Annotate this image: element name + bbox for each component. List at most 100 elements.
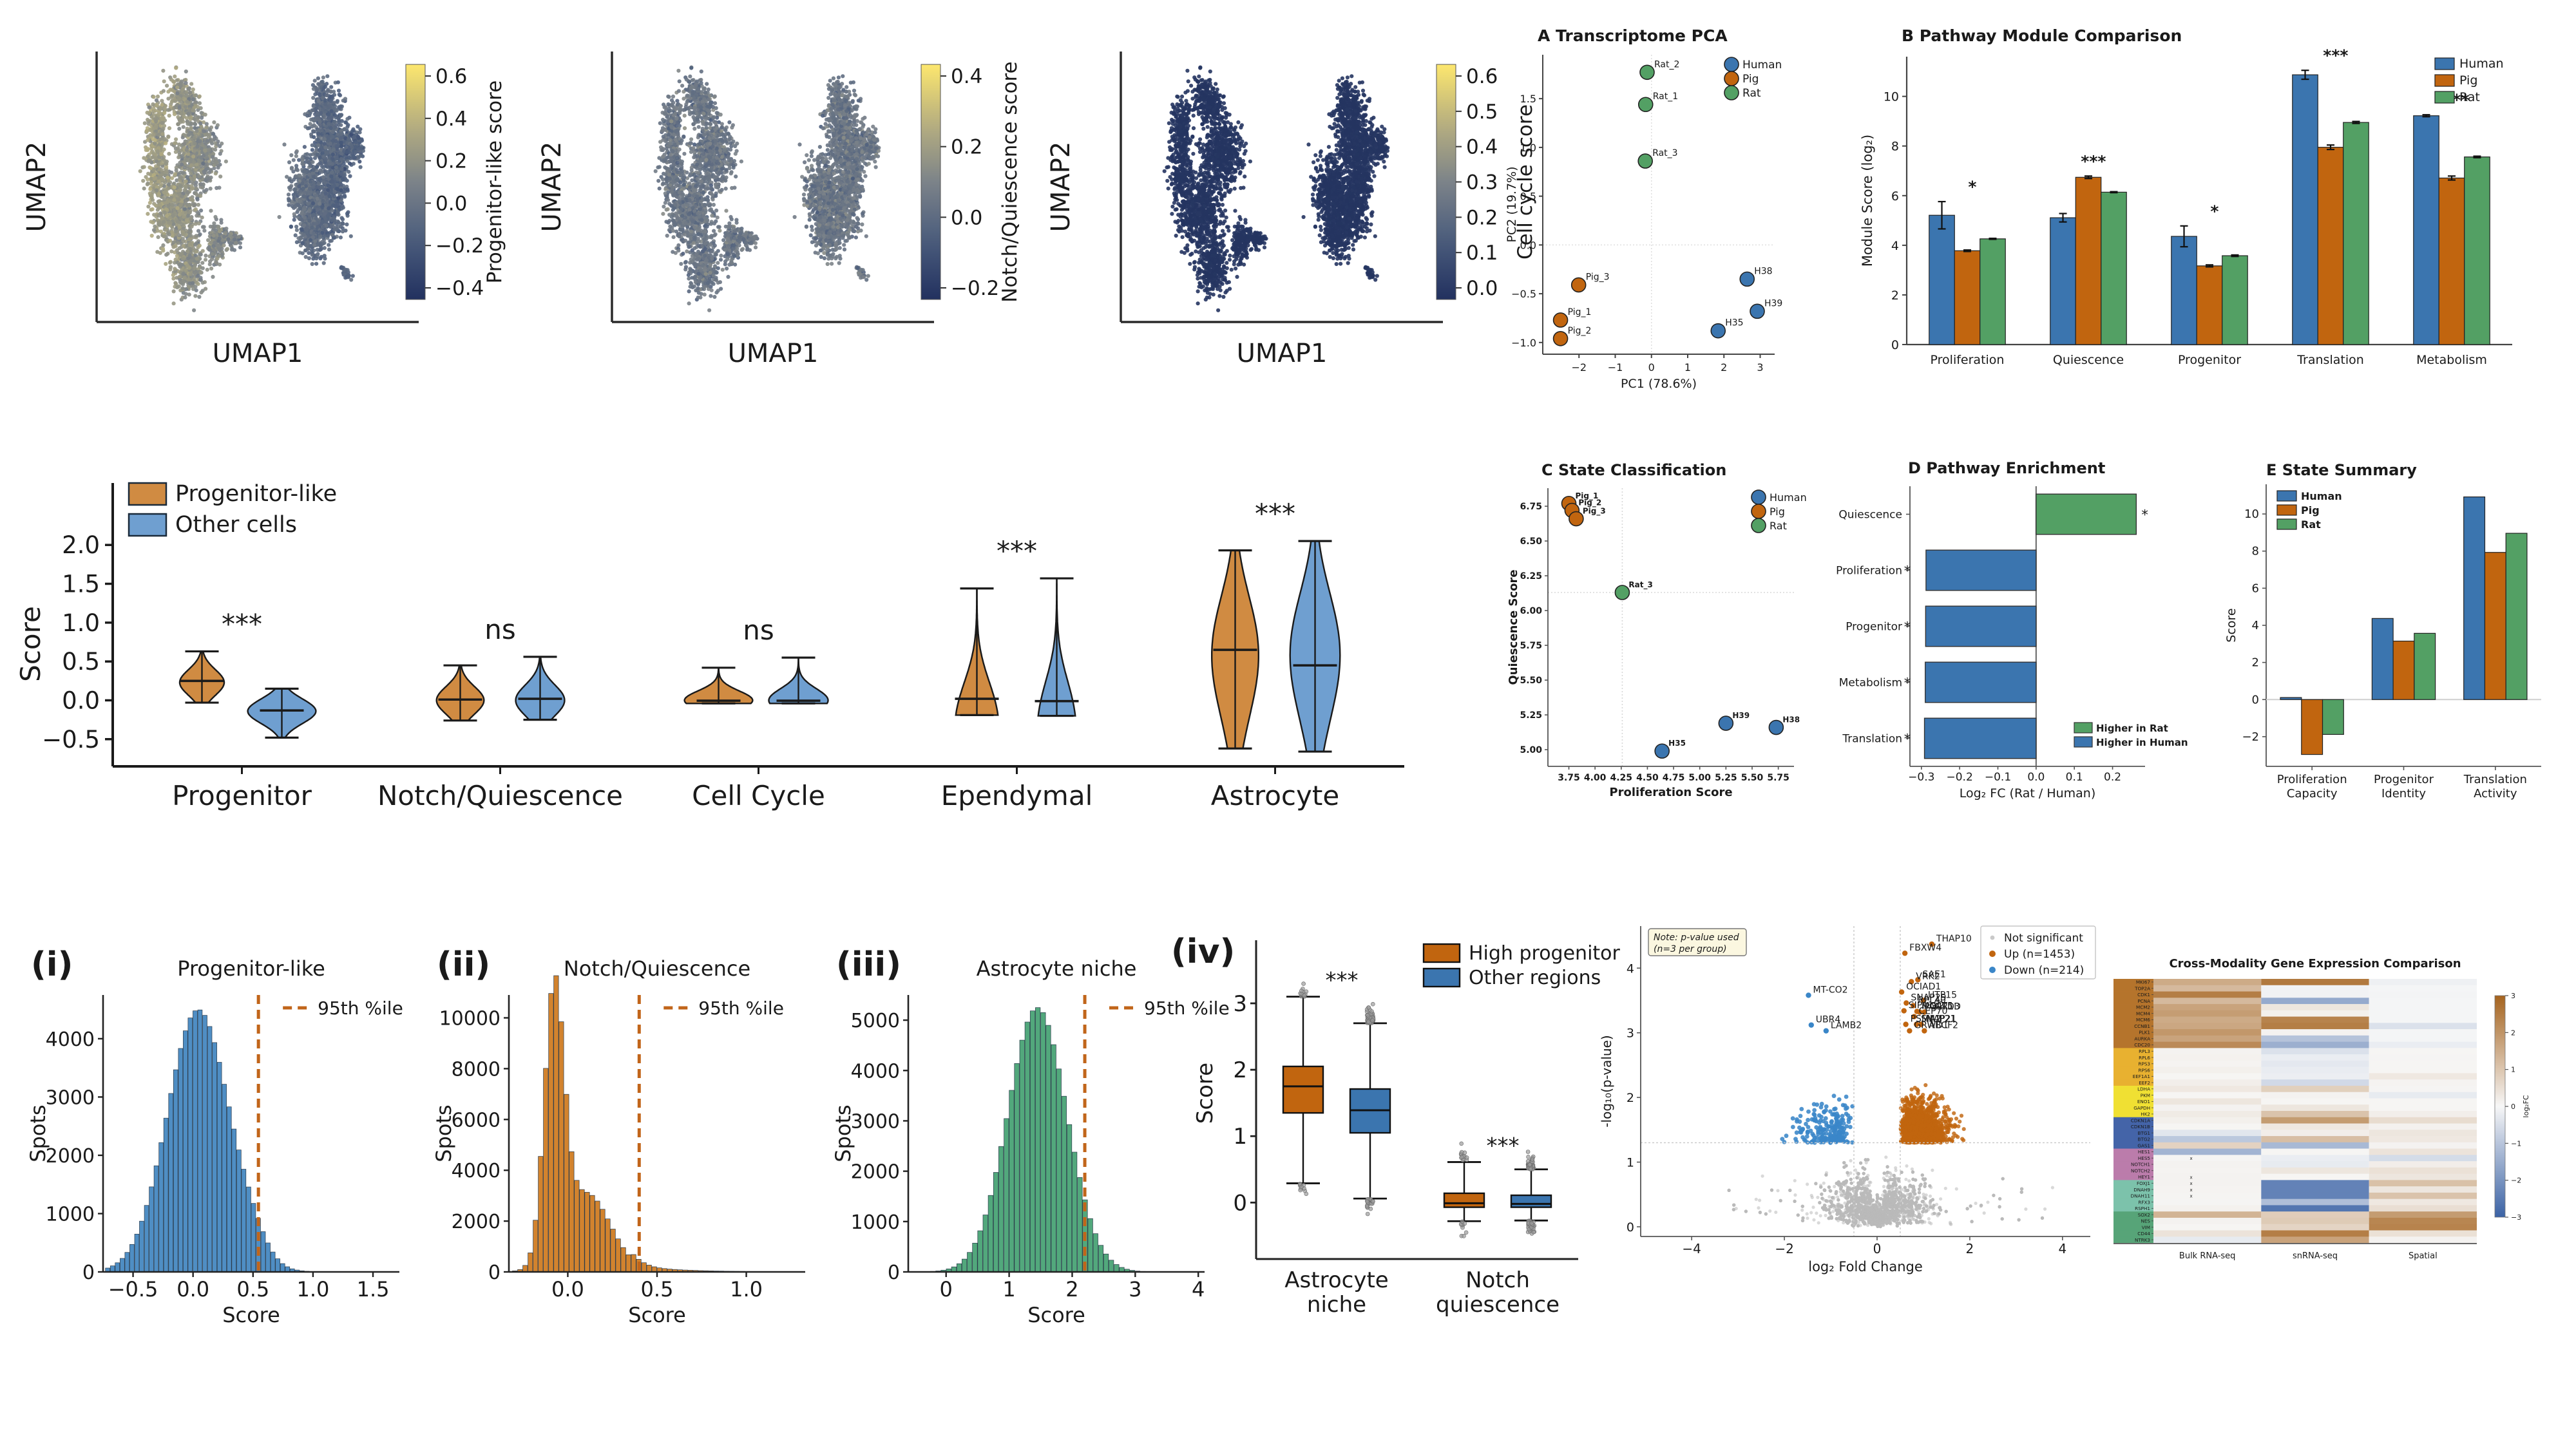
- volcano-legend-label: Not significant: [2004, 932, 2083, 945]
- violin-significance: ***: [997, 535, 1037, 567]
- heatmap-cell: [2261, 1092, 2369, 1099]
- heatmap-cell: [2369, 1142, 2477, 1149]
- panel-c-xtick: 3.75: [1558, 773, 1580, 783]
- volcano-legend-label: Down (n=214): [2004, 964, 2084, 977]
- panel-a-xtick: 3: [1757, 361, 1763, 374]
- panel-e-bar: [2371, 618, 2394, 700]
- heatmap-cell: [2261, 1211, 2369, 1218]
- volcano-note-box: [1648, 928, 1747, 956]
- panel-b-ytick: 10: [1884, 90, 1899, 104]
- volcano-ytick: 2: [1627, 1091, 1634, 1105]
- panel-c-point-label: H35: [1668, 739, 1686, 748]
- panel-b-bar: [2171, 236, 2197, 345]
- hist-bar: [569, 1151, 575, 1273]
- heatmap-cell: [2153, 1186, 2262, 1193]
- panel-c-title: C State Classification: [1541, 461, 1726, 479]
- hist-bar: [207, 1026, 213, 1273]
- panel-b-bar: [2438, 177, 2465, 345]
- heatmap-cell: [2261, 1230, 2369, 1237]
- panel-d-significance: *: [1904, 732, 1911, 747]
- hist-bar: [646, 1265, 652, 1273]
- heatmap-cell: [2369, 1117, 2477, 1124]
- volcano-labeled-point: [1910, 1003, 1916, 1009]
- heatmap-cell: [2153, 1236, 2262, 1244]
- panel-e-legend-swatch: [2276, 518, 2297, 530]
- heatmap-row-label: RPS6: [2139, 1067, 2151, 1073]
- panel-c-svg: C State Classification 3.75 4.00 4.25 4.50 4.…: [1507, 461, 1807, 799]
- heatmap-cell: [2369, 1148, 2477, 1155]
- hist-threshold-label: 95th %ile: [318, 998, 403, 1019]
- panel-b-ytick: 4: [1891, 239, 1899, 253]
- panel-iv-ylabel: Score: [1192, 1063, 1218, 1124]
- panel-a-xtick: −2: [1571, 361, 1587, 374]
- panel-a-legend-label: Pig: [1742, 73, 1759, 86]
- hist-title: Astrocyte niche: [977, 956, 1137, 981]
- panel-e-bar: [2414, 632, 2436, 700]
- panel-iv-outlier: [1301, 981, 1306, 986]
- panel-a-ytick: 0.5: [1520, 191, 1536, 203]
- umap-ylabel: UMAP2: [1046, 142, 1076, 232]
- panel-iv-xtick: niche: [1307, 1292, 1366, 1318]
- volcano-gene-label: MT-CO2: [1813, 985, 1847, 995]
- panel-d-significance: *: [1904, 564, 1911, 579]
- panel-a-point-label: Pig_3: [1586, 272, 1610, 282]
- panel-a-point-label: Rat_1: [1653, 91, 1678, 102]
- hist-bar: [1009, 1090, 1015, 1273]
- hist-bar: [270, 1251, 276, 1273]
- volcano-labeled-point: [1823, 1028, 1829, 1034]
- hist-bar: [139, 1220, 144, 1273]
- heatmap-cell: [2369, 1010, 2477, 1017]
- heatmap-row-label: FOXJ1: [2137, 1180, 2150, 1186]
- heatmap-cell: [2261, 1023, 2369, 1030]
- hist-bar: [967, 1252, 973, 1273]
- volcano-gene-label: OCIAD1: [1906, 981, 1941, 992]
- panel-e-legend-label: Human: [2301, 490, 2342, 502]
- hist-bar: [553, 975, 559, 1273]
- heatmap-row-label: CDK1: [2137, 992, 2150, 998]
- panel-iv-significance: ***: [1487, 1133, 1520, 1159]
- heatmap-cell: [2369, 1060, 2477, 1068]
- hist-bar: [548, 993, 554, 1273]
- heatmap-cell: [2153, 1224, 2262, 1231]
- hist-panel-letter: (ii): [437, 945, 490, 984]
- hist-title: Progenitor-like: [177, 956, 325, 981]
- violin-ytick: 0.5: [62, 648, 100, 676]
- hist-bar: [987, 1195, 993, 1273]
- heatmap-group-strip: [2113, 1180, 2153, 1187]
- umap-scatter: [1162, 65, 1390, 312]
- hist-xtick: 1.0: [296, 1277, 329, 1302]
- panel-a-legend-swatch: [1724, 57, 1739, 72]
- hist-panel-letter: (iii): [836, 945, 901, 984]
- volcano-labeled-point: [1907, 1028, 1913, 1034]
- panel-e-xtick: Activity: [2474, 787, 2517, 800]
- heatmap-group-strip: [2113, 991, 2153, 998]
- umap-colorbar-tick: 0.2: [1466, 206, 1498, 229]
- panel-d-xtick: −0.3: [1908, 771, 1934, 784]
- volcano-gene-label: ANTD3: [1929, 1002, 1960, 1012]
- volcano-labeled-point: [1909, 979, 1914, 985]
- heatmap-cell: [2261, 1066, 2369, 1074]
- hist-bar: [1040, 1012, 1046, 1273]
- heatmap-cell: [2153, 1155, 2262, 1162]
- volcano-labeled-point: [1916, 1009, 1923, 1015]
- heatmap-cell: [2261, 1010, 2369, 1017]
- panel-iv-outlier: [1364, 1198, 1369, 1204]
- heatmap-cell: [2369, 998, 2477, 1005]
- heatmap-row-label: BTG2: [2138, 1137, 2150, 1142]
- heatmap-colorbar-tick: 0: [2511, 1103, 2515, 1111]
- hist-xtick: 2: [1065, 1277, 1078, 1302]
- panel-iv-outlier: [1459, 1150, 1464, 1155]
- panel-iv-outlier: [1369, 1009, 1374, 1014]
- panel-a-point-label: Pig_2: [1568, 326, 1592, 336]
- panel-iv-letter: (iv): [1171, 933, 1235, 971]
- hist-bar: [187, 1018, 193, 1273]
- heatmap-cell: [2369, 1167, 2477, 1175]
- hist-bar: [558, 1021, 564, 1273]
- hist-ytick: 2000: [46, 1145, 95, 1168]
- heatmap-masked-marker: x: [2190, 1156, 2192, 1161]
- panel-c-ytick: 5.25: [1520, 710, 1542, 721]
- hist-bar: [962, 1258, 968, 1273]
- panel-iv-xtick: Notch: [1465, 1267, 1530, 1293]
- umap-colorbar-tick: 0.2: [435, 150, 467, 173]
- panel-a-point: [1637, 153, 1653, 169]
